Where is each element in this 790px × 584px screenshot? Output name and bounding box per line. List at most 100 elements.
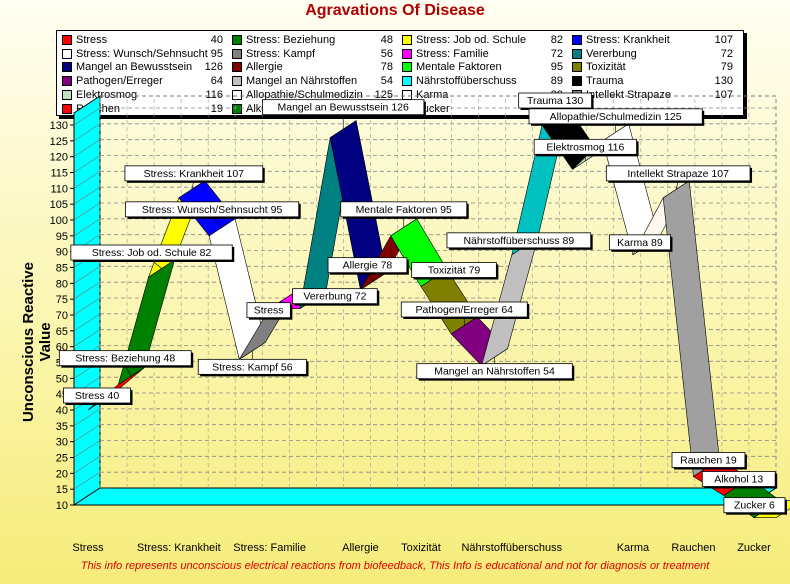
callout-stress: Stress 40 bbox=[63, 387, 133, 405]
legend-value: 79 bbox=[720, 61, 733, 74]
legend-item-toxizität: Toxizität 79 bbox=[569, 60, 737, 74]
y-tick-label: 10 bbox=[56, 500, 68, 512]
callout-box bbox=[125, 201, 300, 218]
x-tick-label: Rauchen bbox=[671, 542, 715, 554]
legend-swatch bbox=[402, 48, 412, 59]
legend-swatch bbox=[232, 103, 242, 114]
callout-text: Allopathie/Schulmedizin 125 bbox=[550, 111, 682, 123]
legend-value: 95 bbox=[210, 47, 223, 60]
legend-label: Stress bbox=[76, 34, 108, 46]
y-gridline-side bbox=[73, 266, 101, 284]
callout-nährstoffüberschuss: Nährstoffüberschuss 89 bbox=[446, 232, 593, 250]
legend-swatch bbox=[232, 62, 242, 73]
callout-text: Pathogen/Erreger 64 bbox=[416, 304, 514, 316]
legend-item-stress-job-od-schule: Stress: Job od. Schule 82 bbox=[399, 33, 567, 47]
y-tick-label: 75 bbox=[56, 294, 68, 306]
callout-stress-krankheit: Stress: Krankheit 107 bbox=[124, 165, 265, 190]
legend-value: 40 bbox=[210, 34, 223, 46]
legend-swatch bbox=[402, 76, 412, 87]
y-gridline-side bbox=[73, 107, 101, 126]
callout-text: Mangel an Nährstoffen 54 bbox=[434, 366, 555, 378]
callout-vererbung: Vererbung 72 bbox=[292, 288, 380, 306]
y-gridline-side bbox=[73, 281, 101, 300]
legend-label: Stress: Job od. Schule bbox=[416, 34, 527, 46]
legend-value: 64 bbox=[210, 75, 223, 88]
callout-text: Trauma 130 bbox=[527, 95, 583, 107]
legend-item-stress-wunsch-sehnsucht: Stress: Wunsch/Sehnsucht 95 bbox=[59, 47, 227, 61]
chart-legend: Stress 40 Stress: Wunsch/Sehnsucht 95 Mangel… bbox=[56, 30, 744, 116]
legend-label: Mangel an Bewusstsein bbox=[76, 61, 193, 74]
callout-alkohol: Alkohol 13 bbox=[701, 471, 778, 489]
legend-value: 78 bbox=[380, 61, 393, 74]
legend-label: Mentale Faktoren bbox=[416, 61, 502, 74]
callout-text: Toxizität 79 bbox=[428, 265, 481, 277]
legend-label: Stress: Beziehung bbox=[246, 34, 336, 46]
y-gridline-side bbox=[73, 471, 101, 490]
callout-text: Karma 89 bbox=[617, 237, 663, 249]
callout-box bbox=[528, 108, 703, 125]
callout-box bbox=[671, 452, 746, 468]
x-tick-label: Nährstoffüberschuss bbox=[461, 542, 562, 554]
legend-item-vererbung: Vererbung 72 bbox=[569, 47, 737, 61]
callout-intellekt-strapaze: Intellekt Strapaze 107 bbox=[605, 165, 753, 190]
legend-item-elektrosmog: Elektrosmog 116 bbox=[59, 88, 227, 102]
callout-box bbox=[723, 497, 786, 514]
y-tick-label: 105 bbox=[50, 199, 68, 211]
legend-label: Stress: Wunsch/Sehnsucht bbox=[76, 47, 208, 60]
legend-swatch bbox=[62, 89, 72, 100]
callout-text: Intellekt Strapaze 107 bbox=[627, 168, 729, 180]
legend-swatch bbox=[572, 48, 582, 59]
callout-pathogen-erreger: Pathogen/Erreger 64 bbox=[400, 301, 530, 326]
callout-box bbox=[70, 244, 233, 261]
callout-text: Stress: Job od. Schule 82 bbox=[92, 247, 212, 259]
legend-swatch bbox=[232, 76, 242, 87]
callout-stress-job-od-schule: Stress: Job od. Schule 82 bbox=[70, 244, 235, 269]
callout-box bbox=[262, 99, 425, 116]
y-tick-label: 70 bbox=[56, 310, 68, 322]
callout-mangel-an-nährstoffen: Mangel an Nährstoffen 54 bbox=[416, 357, 575, 381]
callout-box bbox=[63, 387, 131, 404]
legend-label: Allergie bbox=[246, 61, 283, 74]
legend-label: Intellekt Strapaze bbox=[586, 88, 671, 101]
callout-text: Nährstoffüberschuss 89 bbox=[463, 235, 574, 247]
legend-item-stress: Stress 40 bbox=[59, 33, 227, 47]
callout-stress-kampf: Stress: Kampf 56 bbox=[197, 350, 309, 377]
callout-box bbox=[340, 201, 468, 218]
callout-box bbox=[124, 165, 264, 182]
x-tick-label: Stress: Krankheit bbox=[137, 542, 221, 554]
legend-swatch bbox=[62, 35, 72, 45]
y-gridline-side bbox=[73, 202, 101, 221]
callout-box bbox=[701, 471, 776, 487]
callout-box bbox=[608, 234, 671, 251]
legend-item-allopathie-schulmedizin: Allopathie/Schulmedizin 125 bbox=[229, 88, 397, 102]
legend-label: Nährstoffüberschuss bbox=[416, 75, 517, 88]
callout-stress-familie: Stress bbox=[246, 299, 293, 320]
legend-value: 19 bbox=[210, 102, 223, 115]
callout-mangel-an-bewusstsein: Mangel an Bewusstsein 126 bbox=[262, 99, 426, 130]
callout-text: Stress: Krankheit 107 bbox=[144, 168, 245, 180]
y-gridline-side bbox=[73, 456, 101, 474]
legend-item-allergie: Allergie 78 bbox=[229, 60, 397, 74]
floor bbox=[72, 487, 778, 506]
y-tick-label: 65 bbox=[56, 326, 68, 338]
x-tick-label: Stress: Familie bbox=[233, 542, 306, 554]
legend-value: 89 bbox=[550, 75, 563, 88]
x-tick-label: Toxizität bbox=[401, 542, 441, 554]
legend-swatch bbox=[572, 76, 582, 87]
callout-toxizität: Toxizität 79 bbox=[411, 262, 499, 280]
callout-text: Stress: Kampf 56 bbox=[212, 361, 293, 373]
y-tick-label: 115 bbox=[50, 168, 68, 180]
callout-text: Stress: Beziehung 48 bbox=[75, 353, 175, 365]
y-axis-label: Unconscious Reactive Value bbox=[20, 261, 54, 423]
y-tick-label: 80 bbox=[56, 278, 68, 290]
x-tick-label: Zucker bbox=[737, 542, 771, 554]
legend-label: Mangel an Nährstoffen bbox=[246, 75, 358, 88]
legend-item-stress-krankheit: Stress: Krankheit 107 bbox=[569, 33, 737, 47]
x-tick-label: Stress bbox=[72, 542, 104, 554]
legend-item-trauma: Trauma 130 bbox=[569, 74, 737, 88]
callout-mentale-faktoren: Mentale Faktoren 95 bbox=[340, 201, 469, 228]
legend-swatch bbox=[232, 48, 242, 59]
legend-swatch bbox=[62, 76, 72, 87]
y-tick-label: 15 bbox=[56, 484, 68, 496]
x-tick-label: Allergie bbox=[342, 542, 379, 554]
